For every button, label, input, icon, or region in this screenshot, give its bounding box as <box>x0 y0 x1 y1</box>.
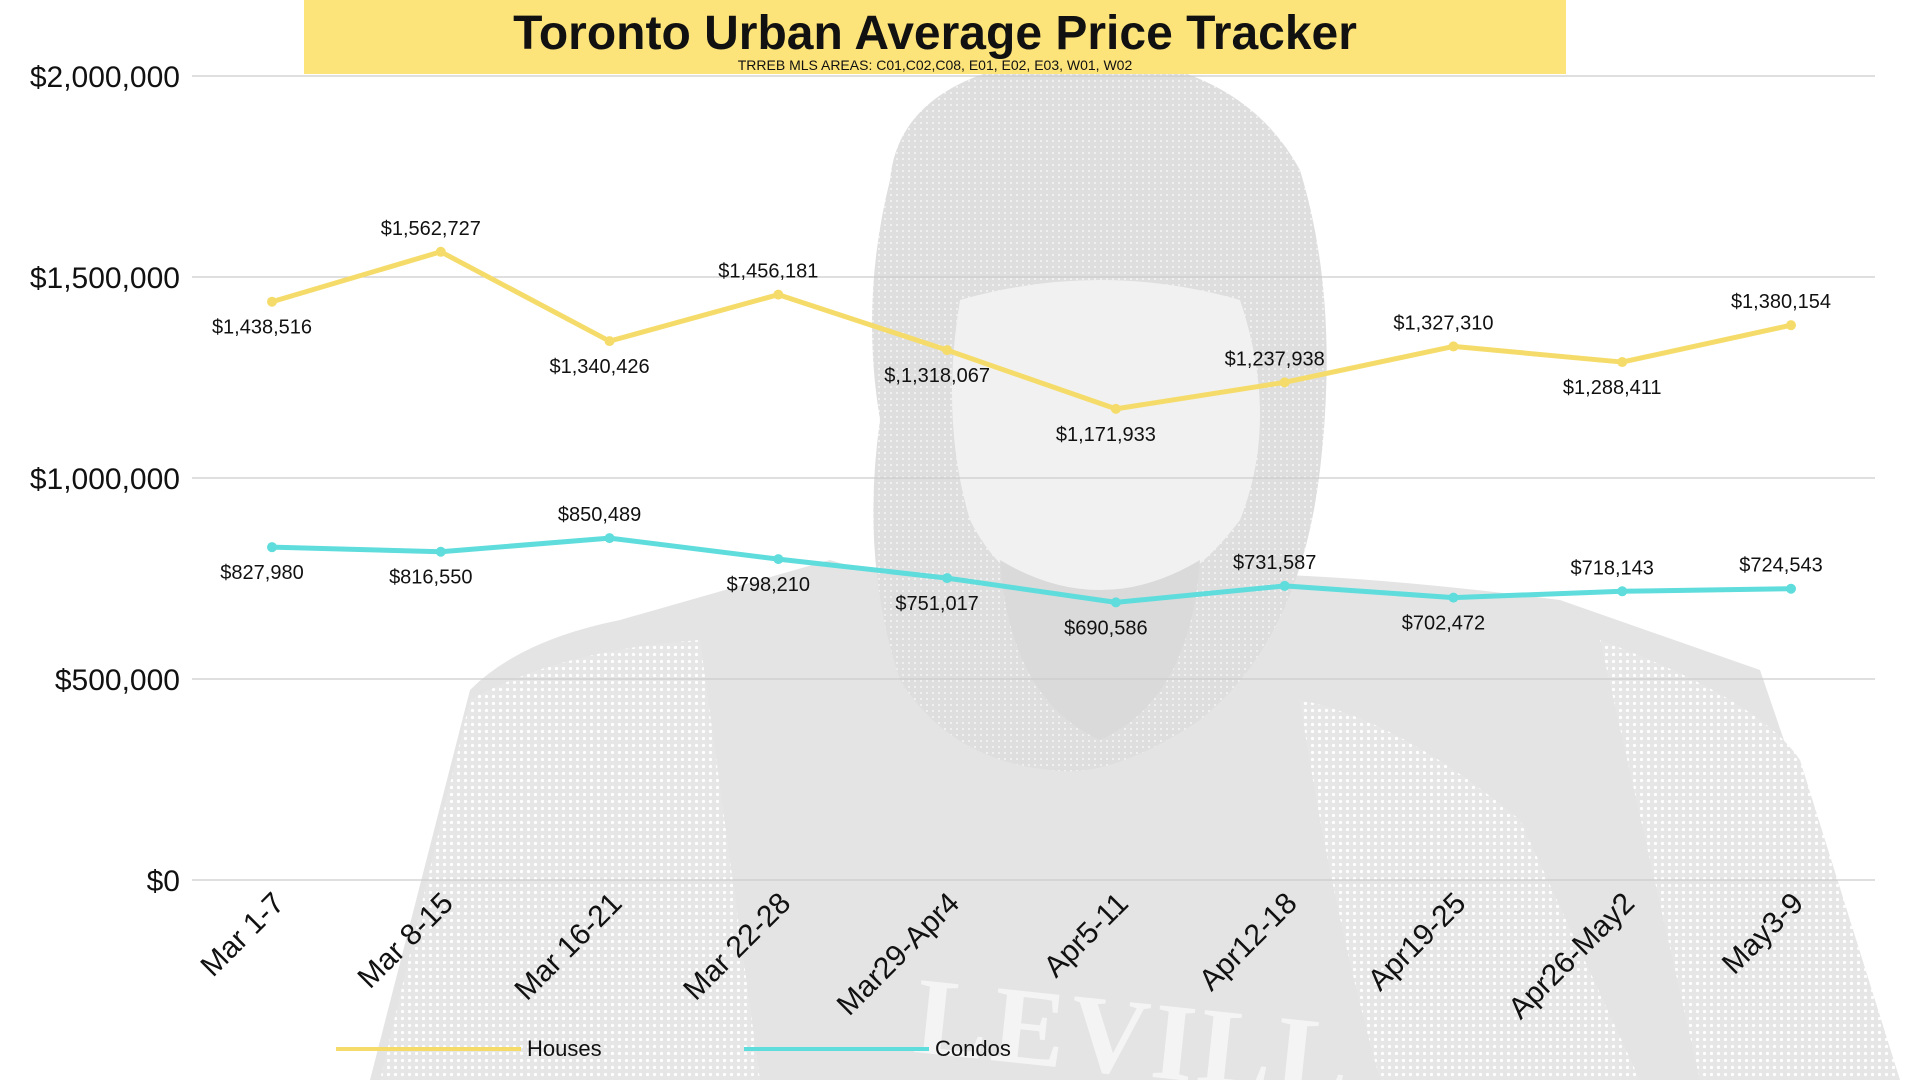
y-tick-label: $1,000,000 <box>30 463 180 496</box>
data-label: $690,586 <box>1064 617 1147 639</box>
legend-swatch-houses <box>336 1047 521 1051</box>
data-label: $,1,318,067 <box>884 365 990 387</box>
data-point <box>267 296 277 307</box>
data-point <box>1786 320 1796 331</box>
legend-swatch-condos <box>744 1047 929 1051</box>
data-label: $827,980 <box>220 562 303 584</box>
data-label: $816,550 <box>389 567 472 589</box>
x-tick-label: Apr26-May2 <box>1502 887 1641 1026</box>
data-label: $1,380,154 <box>1731 291 1831 313</box>
series-line <box>271 249 1792 412</box>
grid-lines <box>192 75 1875 881</box>
chart-title: Toronto Urban Average Price Tracker <box>513 7 1357 60</box>
data-label: $1,327,310 <box>1393 312 1493 334</box>
y-tick-label: $0 <box>147 865 180 898</box>
series-houses: $1,438,516 $1,562,727 $1,340,426 $1,456,181… <box>212 218 1831 446</box>
chart-subtitle: TRREB MLS AREAS: C01,C02,C08, E01, E02, … <box>737 57 1133 73</box>
data-point <box>942 345 953 356</box>
data-point <box>1617 357 1628 368</box>
data-point <box>604 533 615 544</box>
title-band <box>304 0 1566 74</box>
data-point <box>435 546 446 557</box>
legend-item-condos: Condos <box>744 1036 1011 1062</box>
data-label: $702,472 <box>1402 613 1485 635</box>
data-label: $1,288,411 <box>1563 377 1662 399</box>
data-point <box>1279 580 1290 591</box>
data-point <box>773 554 784 565</box>
data-point <box>435 246 446 257</box>
y-tick-label: $1,500,000 <box>30 262 180 295</box>
data-label: $1,438,516 <box>212 317 312 339</box>
series-layer: $1,438,516 $1,562,727 $1,340,426 $1,456,181… <box>212 218 1831 640</box>
data-point <box>1448 341 1459 352</box>
data-point <box>267 542 277 553</box>
data-label: $718,143 <box>1571 557 1654 579</box>
data-label: $798,210 <box>727 574 810 596</box>
data-point <box>942 573 953 584</box>
data-label: $1,456,181 <box>718 261 818 283</box>
data-label: $1,171,933 <box>1056 424 1156 446</box>
x-tick-label: Mar29-Apr4 <box>831 887 966 1022</box>
x-tick-label: Apr5-11 <box>1038 887 1135 984</box>
data-label: $751,017 <box>895 593 978 615</box>
x-axis-tick-labels: Mar 1-7 Mar 8-15 Mar 16-21 Mar 22-28 Mar29-A… <box>195 887 1810 1026</box>
data-label: $1,562,727 <box>381 218 481 240</box>
data-point <box>773 289 784 300</box>
x-tick-label: Apr12-18 <box>1193 887 1304 998</box>
y-tick-label: $2,000,000 <box>30 61 180 94</box>
series-line <box>271 535 1792 605</box>
data-label: $724,543 <box>1739 555 1822 577</box>
data-point <box>604 336 615 347</box>
y-tick-label: $500,000 <box>55 664 180 697</box>
x-tick-label: Mar 1-7 <box>195 887 291 983</box>
x-tick-label: Apr19-25 <box>1362 887 1473 998</box>
data-point <box>1617 586 1628 597</box>
y-axis-tick-labels: $0 $500,000 $1,000,000 $1,500,000 $2,000,000 <box>30 61 180 898</box>
legend-label-condos: Condos <box>935 1036 1011 1061</box>
data-point <box>1448 592 1459 603</box>
x-tick-label: Mar 22-28 <box>677 887 797 1007</box>
data-point <box>1786 583 1796 594</box>
data-point <box>1110 597 1121 608</box>
x-tick-label: Mar 8-15 <box>352 887 460 995</box>
data-label: $1,237,938 <box>1225 348 1325 370</box>
x-tick-label: Mar 16-21 <box>508 887 628 1007</box>
x-tick-label: May3-9 <box>1716 887 1810 981</box>
data-label: $850,489 <box>558 504 641 526</box>
legend-label-houses: Houses <box>527 1036 602 1061</box>
data-point <box>1110 403 1121 414</box>
legend-item-houses: Houses <box>336 1036 602 1062</box>
data-label: $1,340,426 <box>550 356 650 378</box>
data-label: $731,587 <box>1233 552 1316 574</box>
data-point <box>1279 377 1290 388</box>
series-condos: $827,980 $816,550 $850,489 $798,210 $751,017… <box>220 504 1822 639</box>
